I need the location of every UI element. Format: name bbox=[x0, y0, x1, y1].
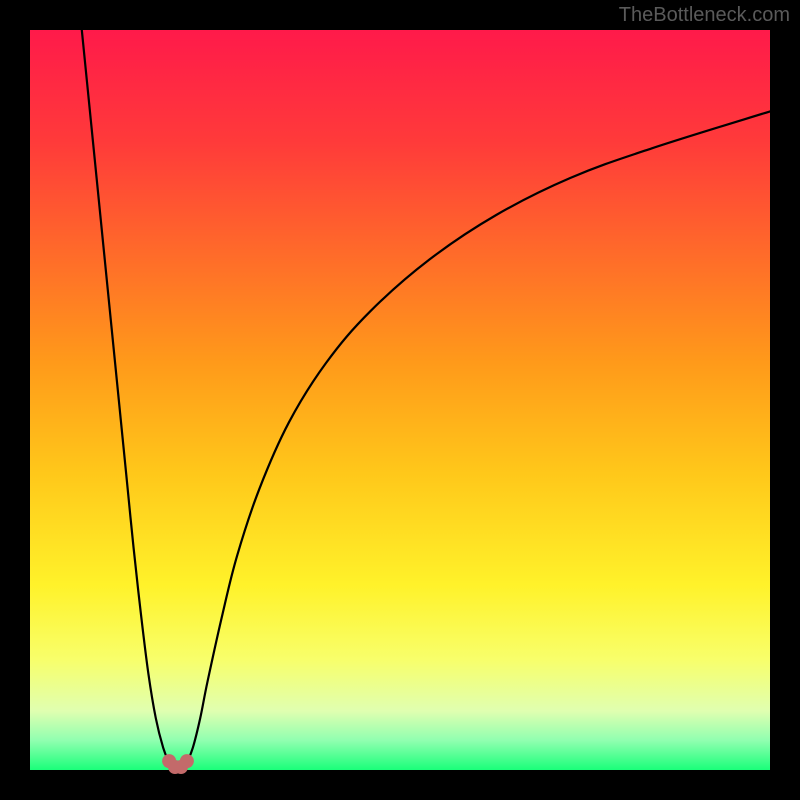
bottleneck-chart bbox=[0, 0, 800, 800]
chart-container: TheBottleneck.com bbox=[0, 0, 800, 800]
plot-background-gradient bbox=[30, 30, 770, 770]
watermark-text: TheBottleneck.com bbox=[619, 4, 790, 27]
optimum-marker-dot bbox=[180, 754, 194, 768]
